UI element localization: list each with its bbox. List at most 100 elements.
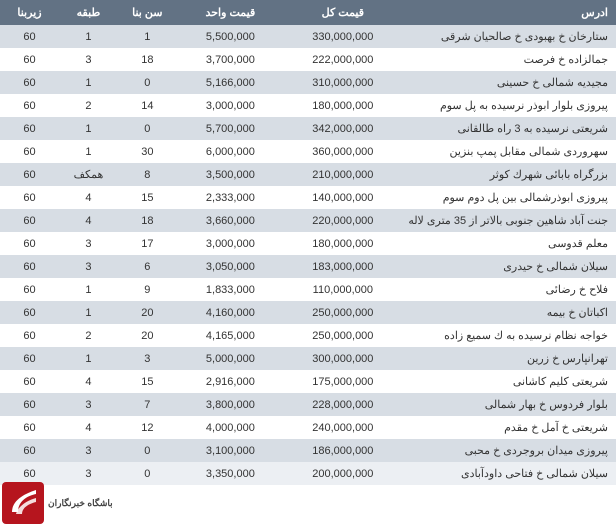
table-cell: 3: [59, 48, 118, 71]
table-cell: 180,000,000: [284, 94, 402, 117]
table-cell: 180,000,000: [284, 232, 402, 255]
logo-badge-icon: [2, 482, 44, 524]
table-cell: 1: [59, 117, 118, 140]
table-cell: 60: [0, 278, 59, 301]
table-cell: بلوار فردوس خ بهار شمالی: [402, 393, 616, 416]
table-cell: 250,000,000: [284, 324, 402, 347]
table-cell: 2,333,000: [177, 186, 284, 209]
table-cell: سهروردی شمالی مقابل پمپ بنزین: [402, 140, 616, 163]
table-cell: 1: [59, 140, 118, 163]
table-cell: 3,660,000: [177, 209, 284, 232]
table-cell: 60: [0, 71, 59, 94]
table-cell: 3: [59, 393, 118, 416]
table-cell: 2,916,000: [177, 370, 284, 393]
table-row: شریعتی نرسیده به 3 راه طالقانی342,000,00…: [0, 117, 616, 140]
table-cell: 3,050,000: [177, 255, 284, 278]
table-cell: 20: [118, 324, 177, 347]
table-row: پیروزی ابوذرشمالی بین پل دوم سوم140,000,…: [0, 186, 616, 209]
table-cell: 60: [0, 209, 59, 232]
table-row: تهرانپارس خ زرین300,000,0005,000,0003160: [0, 347, 616, 370]
table-cell: معلم قدوسی: [402, 232, 616, 255]
table-cell: 8: [118, 163, 177, 186]
table-cell: 175,000,000: [284, 370, 402, 393]
table-cell: 3,000,000: [177, 94, 284, 117]
table-cell: 4,160,000: [177, 301, 284, 324]
table-cell: 18: [118, 209, 177, 232]
table-cell: 4: [59, 370, 118, 393]
col-total: قیمت کل: [284, 0, 402, 25]
table-cell: 60: [0, 117, 59, 140]
table-row: پیروزی میدان بروجردی خ محبی186,000,0003,…: [0, 439, 616, 462]
table-header-row: ادرس قیمت کل قیمت واحد سن بنا طبقه زیربن…: [0, 0, 616, 25]
table-cell: 5,500,000: [177, 25, 284, 48]
table-cell: شریعتی نرسیده به 3 راه طالقانی: [402, 117, 616, 140]
table-cell: اكباتان خ بیمه: [402, 301, 616, 324]
table-cell: پیروزی بلوار ابوذر نرسیده به پل سوم: [402, 94, 616, 117]
table-cell: پیروزی میدان بروجردی خ محبی: [402, 439, 616, 462]
table-cell: 222,000,000: [284, 48, 402, 71]
table-cell: 0: [118, 117, 177, 140]
table-row: فلاح خ رضائی110,000,0001,833,0009160: [0, 278, 616, 301]
table-cell: 360,000,000: [284, 140, 402, 163]
table-cell: جنت آباد شاهین جنوبی بالاتر از 35 متری ل…: [402, 209, 616, 232]
table-cell: 1: [59, 25, 118, 48]
col-area: زیربنا: [0, 0, 59, 25]
table-cell: 1: [59, 347, 118, 370]
table-cell: 4: [59, 416, 118, 439]
table-cell: 60: [0, 439, 59, 462]
table-cell: 1: [59, 71, 118, 94]
table-cell: 60: [0, 25, 59, 48]
table-cell: ستارخان خ بهبودی خ صالحیان شرقی: [402, 25, 616, 48]
table-cell: 1: [118, 25, 177, 48]
table-cell: 14: [118, 94, 177, 117]
table-cell: جمالزاده خ فرصت: [402, 48, 616, 71]
table-cell: 1: [59, 301, 118, 324]
table-row: شریعتی كلیم كاشانی175,000,0002,916,00015…: [0, 370, 616, 393]
table-cell: 186,000,000: [284, 439, 402, 462]
table-cell: 6: [118, 255, 177, 278]
table-cell: 60: [0, 324, 59, 347]
table-cell: 4: [59, 186, 118, 209]
table-cell: 4,000,000: [177, 416, 284, 439]
table-cell: 6,000,000: [177, 140, 284, 163]
table-cell: 342,000,000: [284, 117, 402, 140]
table-row: ستارخان خ بهبودی خ صالحیان شرقی330,000,0…: [0, 25, 616, 48]
table-cell: 240,000,000: [284, 416, 402, 439]
table-cell: 310,000,000: [284, 71, 402, 94]
table-row: سهروردی شمالی مقابل پمپ بنزین360,000,000…: [0, 140, 616, 163]
table-cell: 0: [118, 439, 177, 462]
table-cell: 330,000,000: [284, 25, 402, 48]
table-cell: 183,000,000: [284, 255, 402, 278]
table-cell: 60: [0, 370, 59, 393]
table-cell: 2: [59, 94, 118, 117]
table-row: مجیدیه شمالی خ حسینی310,000,0005,166,000…: [0, 71, 616, 94]
table-cell: شریعتی كلیم كاشانی: [402, 370, 616, 393]
price-table: ادرس قیمت کل قیمت واحد سن بنا طبقه زیربن…: [0, 0, 616, 485]
table-cell: 15: [118, 186, 177, 209]
table-cell: تهرانپارس خ زرین: [402, 347, 616, 370]
table-cell: 110,000,000: [284, 278, 402, 301]
table-cell: 7: [118, 393, 177, 416]
table-cell: 5,000,000: [177, 347, 284, 370]
table-cell: 4,165,000: [177, 324, 284, 347]
table-cell: شریعتی خ آمل خ مقدم: [402, 416, 616, 439]
col-address: ادرس: [402, 0, 616, 25]
table-row: اكباتان خ بیمه250,000,0004,160,00020160: [0, 301, 616, 324]
table-cell: 3,000,000: [177, 232, 284, 255]
table-cell: 0: [118, 71, 177, 94]
table-cell: 300,000,000: [284, 347, 402, 370]
table-cell: 3: [118, 347, 177, 370]
table-cell: 60: [0, 393, 59, 416]
table-cell: 18: [118, 48, 177, 71]
table-cell: همكف: [59, 163, 118, 186]
table-cell: 3,800,000: [177, 393, 284, 416]
table-cell: 30: [118, 140, 177, 163]
table-cell: پیروزی ابوذرشمالی بین پل دوم سوم: [402, 186, 616, 209]
table-cell: 15: [118, 370, 177, 393]
table-cell: خواجه نظام نرسیده به ك سمیع زاده: [402, 324, 616, 347]
table-cell: 5,700,000: [177, 117, 284, 140]
table-cell: 12: [118, 416, 177, 439]
table-cell: 3: [59, 255, 118, 278]
table-cell: 3: [59, 232, 118, 255]
table-cell: 200,000,000: [284, 462, 402, 485]
